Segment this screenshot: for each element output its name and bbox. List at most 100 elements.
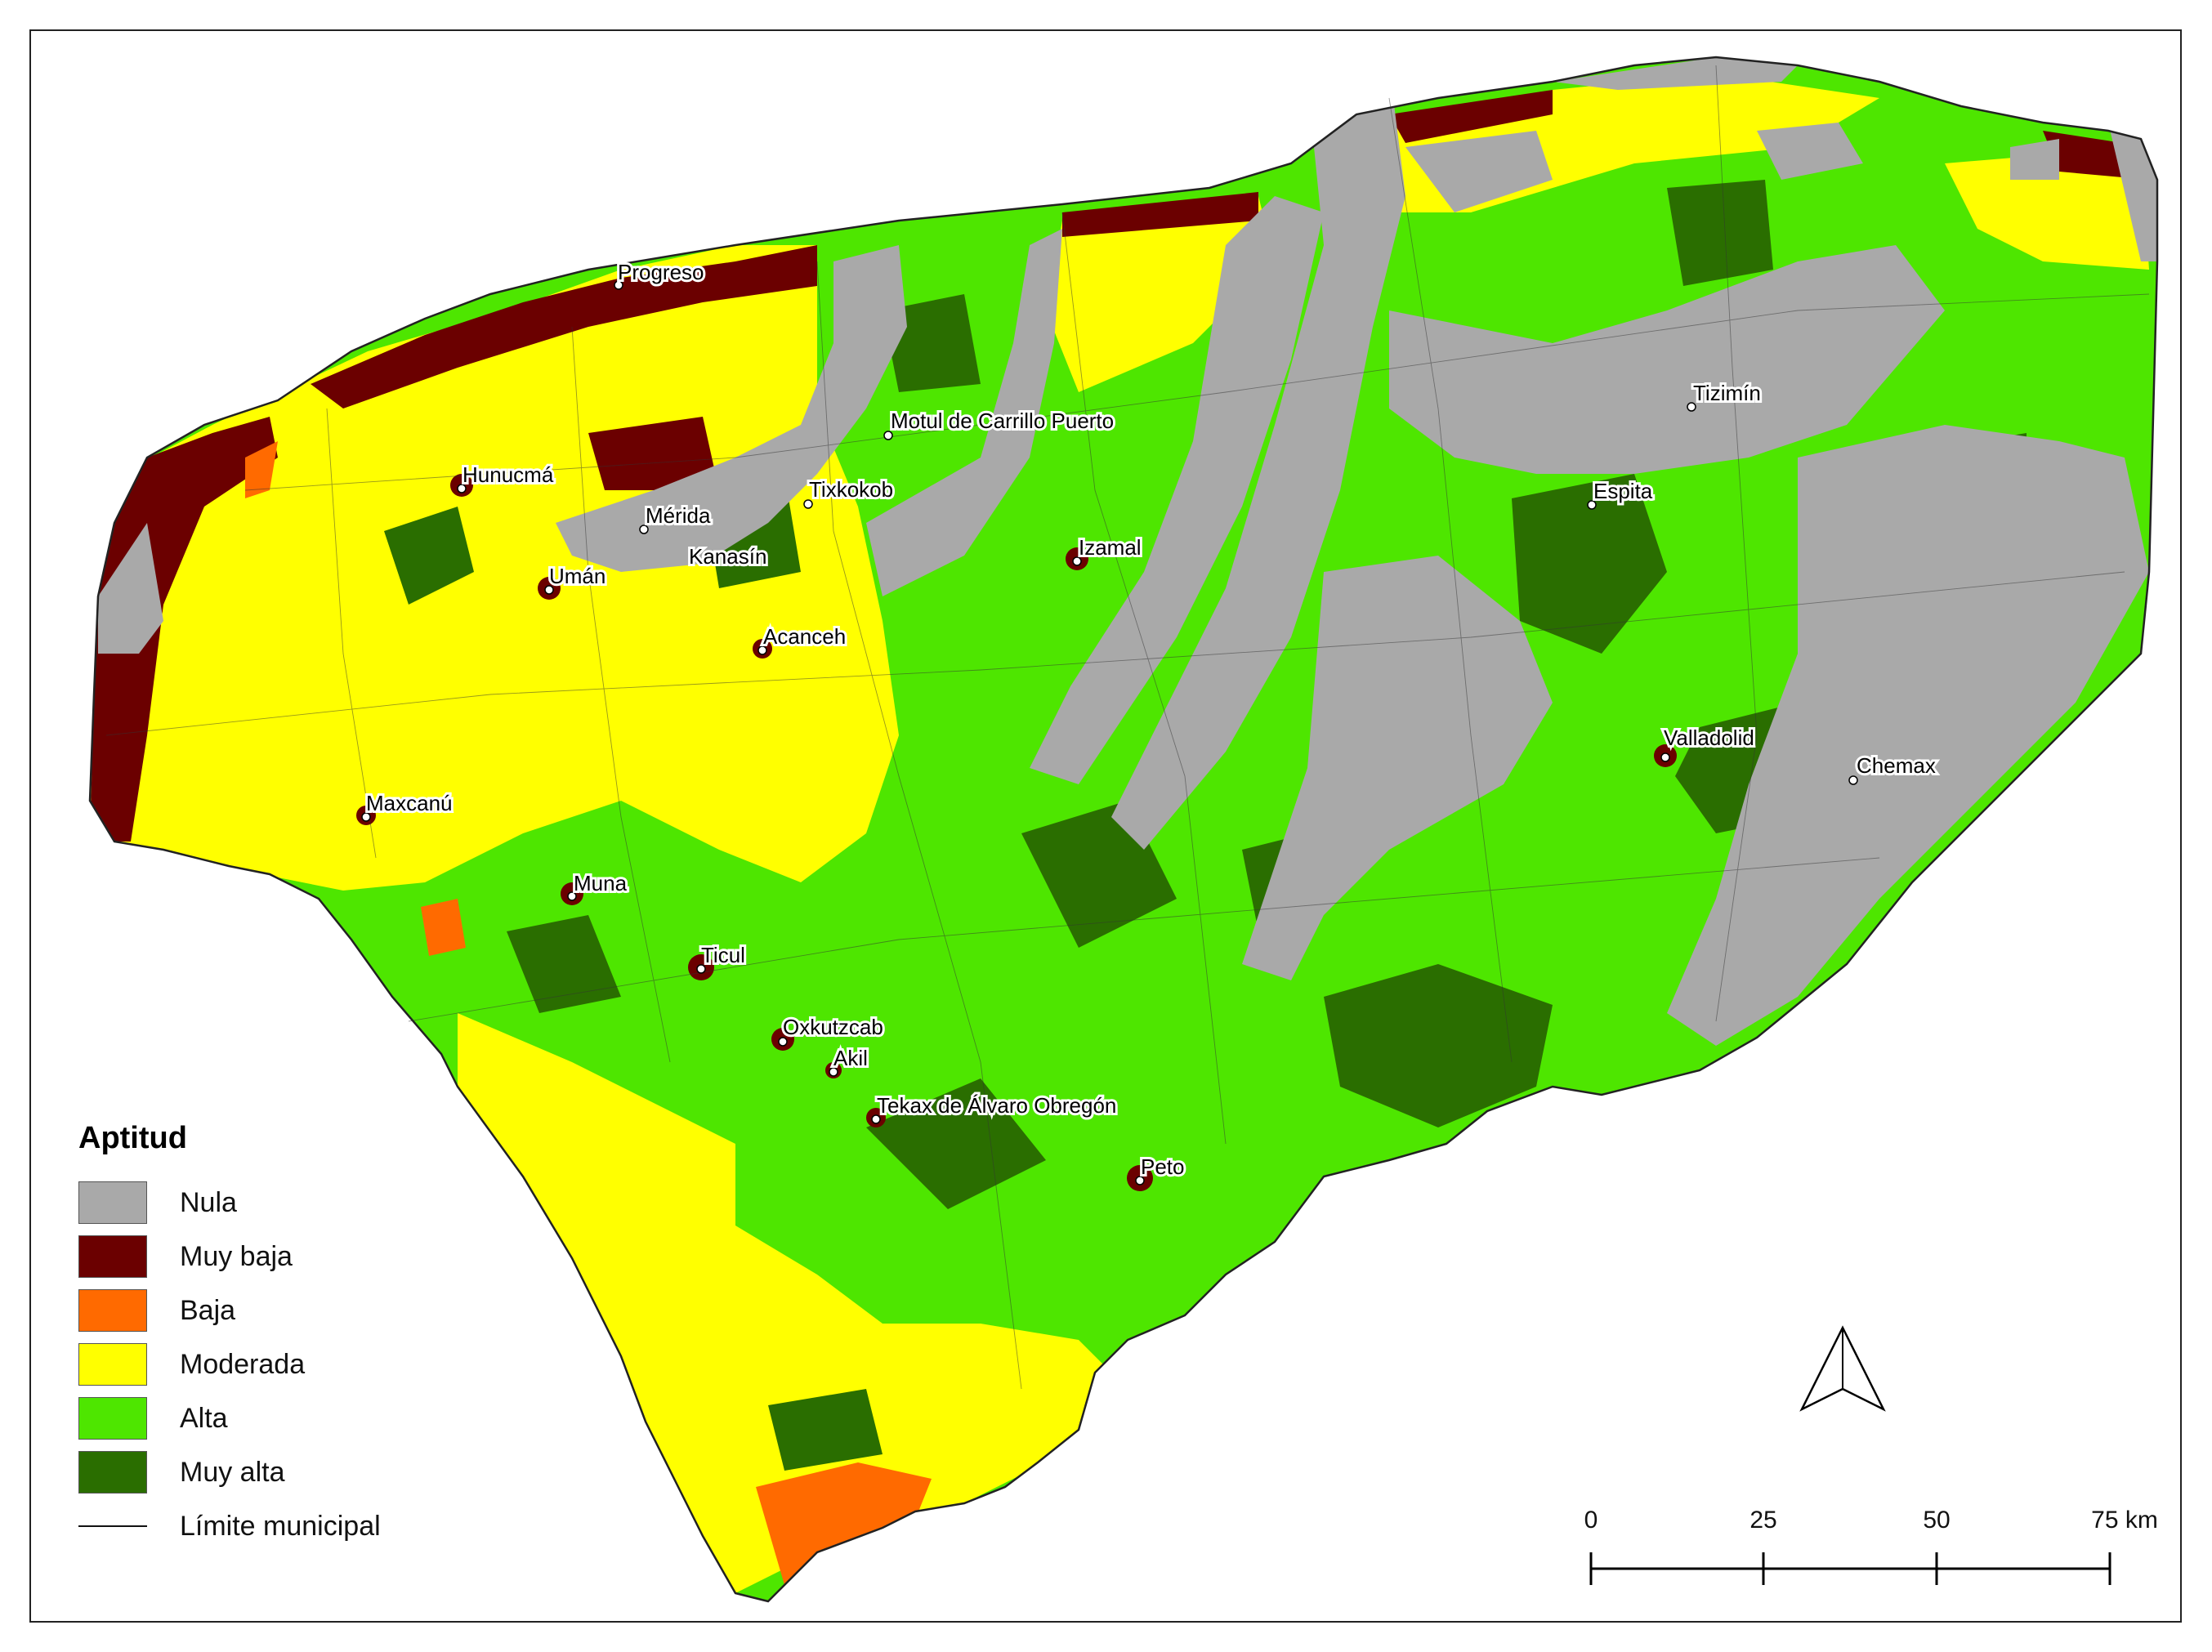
city-uman[interactable]: Umán: [544, 561, 608, 595]
legend-swatch-muy-alta: [78, 1451, 147, 1493]
patch-muy-alta-12: [507, 915, 621, 1013]
patch-muy-alta-6: [866, 1078, 1046, 1209]
city-tixkokob[interactable]: Tixkokob: [803, 475, 896, 509]
city-progreso[interactable]: Progreso: [614, 257, 707, 290]
zone-moderada-east: [1945, 147, 2149, 270]
city-tekax[interactable]: Tekax de Álvaro Obregón: [871, 1091, 1119, 1124]
patch-muy-baja-west-coast: [90, 417, 278, 842]
city-label-muna: Muna: [574, 871, 628, 895]
city-akil[interactable]: Akil: [829, 1043, 870, 1077]
legend-item-muy-alta: Muy alta: [78, 1445, 381, 1499]
municipal-line-4: [1061, 212, 1227, 1145]
legend-item-moderada: Moderada: [78, 1337, 381, 1391]
city-hunucma[interactable]: Hunucmá: [457, 460, 556, 493]
city-label-hunucma: Hunucmá: [463, 462, 554, 487]
patch-nula-west-coast: [98, 523, 163, 654]
city-label-tekax: Tekax de Álvaro Obregón: [877, 1093, 1116, 1118]
patch-nula-central-1: [1030, 196, 1324, 784]
patch-baja-northwest: [245, 441, 278, 498]
patch-nula-east-edge: [2108, 123, 2157, 261]
city-ticul[interactable]: Ticul: [696, 940, 748, 974]
patch-nula-northeast: [1757, 123, 1863, 180]
city-motul[interactable]: Motul de Carrillo Puerto: [883, 406, 1116, 440]
municipal-line-7: [105, 571, 2125, 736]
municipal-boundaries: [105, 65, 2150, 1390]
north-arrow-icon: [1799, 1325, 1886, 1412]
legend-label-boundary: Límite municipal: [180, 1510, 381, 1542]
city-acanceh[interactable]: Acanceh: [757, 622, 848, 655]
patch-muy-baja-north-coast-2: [1062, 192, 1258, 237]
municipal-line-1: [326, 408, 377, 859]
city-maxcanu[interactable]: Maxcanú: [361, 788, 455, 822]
city-muna[interactable]: Muna: [567, 868, 630, 901]
patch-nula-chemax: [1667, 425, 2149, 1046]
legend-label-alta: Alta: [180, 1402, 228, 1434]
legend-label-muy-alta: Muy alta: [180, 1456, 285, 1488]
scale-bar: 0 25 50 75 km: [1584, 1507, 2158, 1585]
patch-muy-alta-3: [1512, 474, 1667, 654]
city-label-tixkokob: Tixkokob: [809, 477, 893, 502]
city-espita[interactable]: Espita: [1587, 476, 1656, 510]
city-label-merida: Mérida: [646, 503, 711, 528]
legend: Aptitud Nula Muy baja Baja Moderada Alta…: [78, 1121, 381, 1553]
municipal-line-3: [816, 261, 1022, 1390]
legend-item-alta: Alta: [78, 1391, 381, 1445]
city-oxkutzcab[interactable]: Oxkutzcab: [778, 1012, 886, 1047]
zone-moderada-south: [458, 1013, 1128, 1593]
city-tizimin[interactable]: Tizimín: [1687, 378, 1763, 412]
scale-bar-label-3: 75 km: [2091, 1507, 2158, 1534]
city-chemax[interactable]: Chemax: [1848, 751, 1938, 785]
municipal-line-2: [571, 326, 671, 1063]
legend-swatch-moderada: [78, 1343, 147, 1386]
municipal-line-5: [1388, 97, 1513, 1063]
legend-swatch-muy-baja: [78, 1235, 147, 1278]
city-label-espita: Espita: [1593, 479, 1653, 503]
zone-muy-baja: [90, 90, 2149, 1191]
patch-nula-tizimin: [1389, 245, 1945, 474]
city-label-izamal: Izamal: [1079, 535, 1142, 560]
scale-bar-label-1: 25: [1749, 1507, 1776, 1534]
city-peto[interactable]: Peto: [1135, 1152, 1187, 1185]
city-label-motul: Motul de Carrillo Puerto: [891, 409, 1114, 433]
legend-title: Aptitud: [78, 1121, 187, 1155]
city-markers: Progreso Motul de Carrillo Puerto Tizimí…: [361, 257, 1938, 1185]
scale-bar-label-2: 50: [1923, 1507, 1950, 1534]
city-label-uman: Umán: [549, 564, 606, 588]
municipal-line-8: [408, 857, 1880, 1022]
city-valladolid[interactable]: Valladolid: [1660, 723, 1757, 762]
city-label-akil: Akil: [833, 1046, 868, 1070]
legend-swatch-alta: [78, 1397, 147, 1440]
city-izamal[interactable]: Izamal: [1072, 533, 1144, 566]
municipal-line-6: [1715, 65, 1758, 1022]
patch-muy-alta-1: [1324, 964, 1553, 1127]
city-kanasin[interactable]: Kanasín: [686, 542, 769, 571]
patch-muy-baja-north-coast: [311, 245, 817, 409]
legend-line-boundary: [78, 1525, 147, 1527]
legend-swatch-baja: [78, 1289, 147, 1332]
patch-baja-south: [756, 1462, 932, 1585]
city-label-maxcanu: Maxcanú: [366, 791, 453, 815]
legend-item-baja: Baja: [78, 1284, 381, 1337]
patch-baja-west: [421, 899, 466, 956]
municipal-line-9: [244, 293, 2150, 491]
patch-muy-alta-13: [768, 1389, 883, 1471]
city-label-tizimin: Tizimín: [1693, 381, 1761, 405]
legend-label-moderada: Moderada: [180, 1348, 306, 1380]
patch-muy-baja-north-coast-3: [1389, 90, 1553, 143]
patch-nula-north: [1405, 131, 1553, 212]
legend-item-muy-baja: Muy baja: [78, 1230, 381, 1284]
zone-nula: [98, 57, 2157, 1046]
patch-muy-baja-motul: [588, 417, 719, 490]
patch-nula-tixkokob: [866, 229, 1062, 596]
city-label-valladolid: Valladolid: [1664, 726, 1754, 750]
zone-moderada-west: [90, 245, 899, 891]
patch-nula-coast-strip: [1553, 57, 1798, 90]
patch-nula-east: [2010, 139, 2059, 180]
patch-nula-central-2: [1111, 65, 1405, 850]
city-label-chemax: Chemax: [1857, 753, 1936, 778]
city-merida[interactable]: Mérida: [639, 501, 713, 534]
legend-label-muy-baja: Muy baja: [180, 1240, 293, 1272]
city-label-ticul: Ticul: [701, 943, 745, 967]
zone-moderada-north: [1046, 196, 1275, 392]
